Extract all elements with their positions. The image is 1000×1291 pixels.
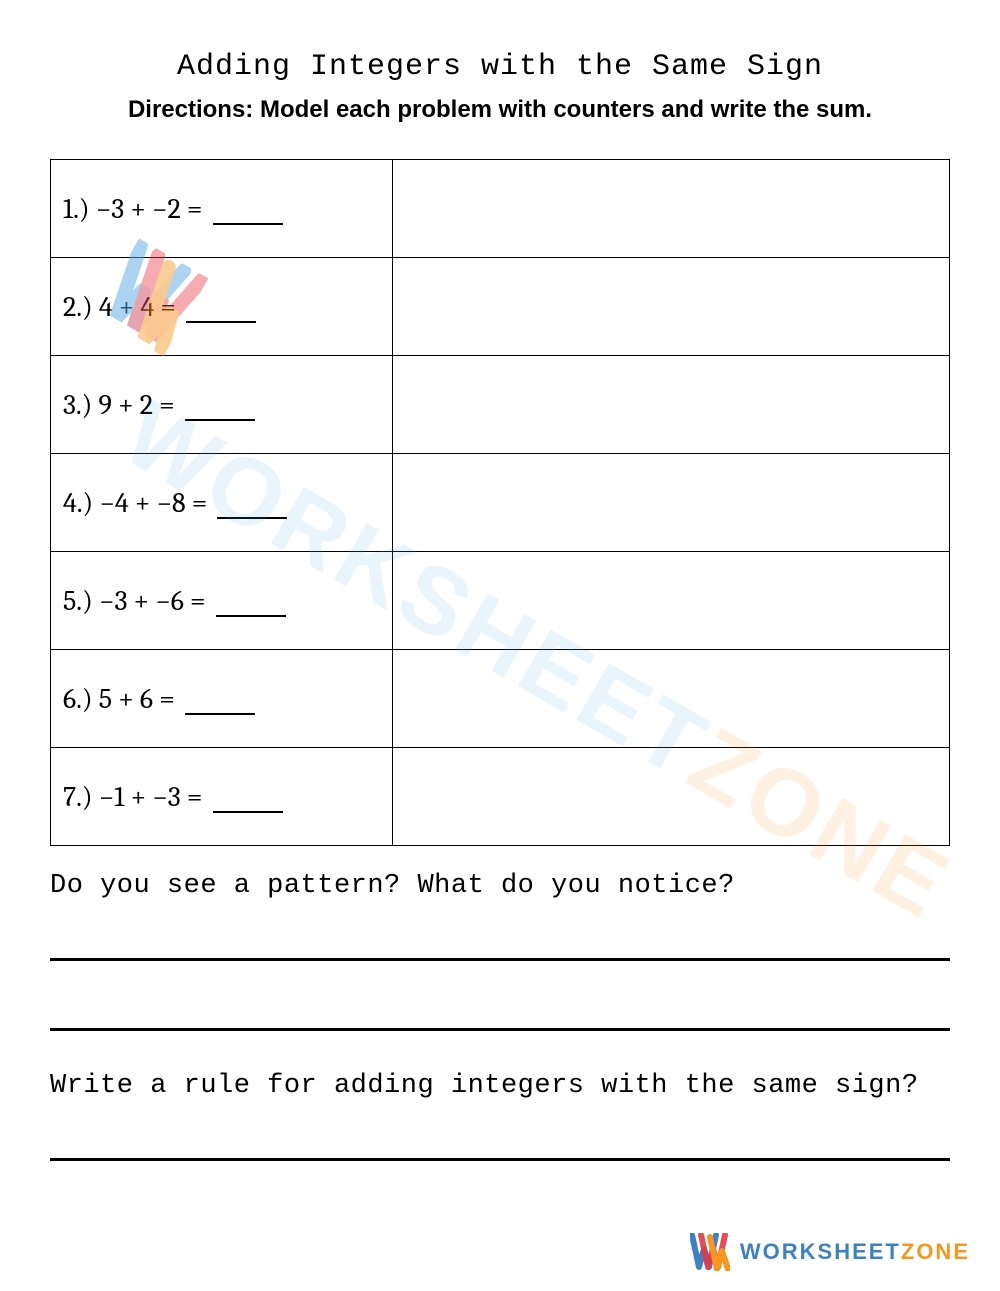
answer-blank[interactable] xyxy=(217,517,287,519)
table-row: 1.) −3 + −2 = xyxy=(51,160,950,258)
problem-expression: −3 + −2 = xyxy=(96,193,209,225)
table-row: 7.) −1 + −3 = xyxy=(51,748,950,846)
problem-expression: −3 + −6 = xyxy=(99,585,212,617)
model-cell[interactable] xyxy=(392,160,949,258)
footer-text-part1: WORKSHEET xyxy=(740,1239,901,1264)
problem-number: 3.) xyxy=(63,389,99,421)
problem-cell: 5.) −3 + −6 = xyxy=(51,552,393,650)
problem-cell: 7.) −1 + −3 = xyxy=(51,748,393,846)
problem-expression: −4 + −8 = xyxy=(99,487,213,519)
answer-line[interactable] xyxy=(50,1131,950,1161)
answer-blank[interactable] xyxy=(216,615,286,617)
problem-expression: 5 + 6 = xyxy=(99,683,181,715)
problem-cell: 3.) 9 + 2 = xyxy=(51,356,393,454)
problem-number: 7.) xyxy=(63,781,99,813)
answer-blank[interactable] xyxy=(213,223,283,225)
answer-blank[interactable] xyxy=(213,811,283,813)
problems-table: 1.) −3 + −2 = 2.) 4 + 4 = 3.) 9 + 2 = 4.… xyxy=(50,159,950,846)
model-cell[interactable] xyxy=(392,258,949,356)
problem-cell: 1.) −3 + −2 = xyxy=(51,160,393,258)
problem-cell: 6.) 5 + 6 = xyxy=(51,650,393,748)
answer-blank[interactable] xyxy=(185,419,255,421)
model-cell[interactable] xyxy=(392,552,949,650)
question-rule: Write a rule for adding integers with th… xyxy=(50,1071,950,1101)
model-cell[interactable] xyxy=(392,748,949,846)
footer-logo: WORKSHEETZONE xyxy=(690,1233,970,1271)
directions-text: Directions: Model each problem with coun… xyxy=(50,96,950,124)
footer-text: WORKSHEETZONE xyxy=(740,1239,970,1265)
problem-number: 4.) xyxy=(63,487,99,519)
problem-expression: −1 + −3 = xyxy=(99,781,209,813)
model-cell[interactable] xyxy=(392,454,949,552)
problem-cell: 2.) 4 + 4 = xyxy=(51,258,393,356)
table-row: 4.) −4 + −8 = xyxy=(51,454,950,552)
problem-number: 1.) xyxy=(63,193,96,225)
answer-line[interactable] xyxy=(50,931,950,961)
question-pattern: Do you see a pattern? What do you notice… xyxy=(50,871,950,901)
answer-blank[interactable] xyxy=(185,713,255,715)
worksheet-title: Adding Integers with the Same Sign xyxy=(50,50,950,84)
problem-cell: 4.) −4 + −8 = xyxy=(51,454,393,552)
page-content: Adding Integers with the Same Sign Direc… xyxy=(0,0,1000,1161)
problem-expression: 4 + 4 = xyxy=(99,291,182,323)
model-cell[interactable] xyxy=(392,650,949,748)
table-row: 3.) 9 + 2 = xyxy=(51,356,950,454)
model-cell[interactable] xyxy=(392,356,949,454)
footer-logo-icon xyxy=(690,1233,730,1271)
table-row: 5.) −3 + −6 = xyxy=(51,552,950,650)
problem-number: 5.) xyxy=(63,585,99,617)
table-row: 2.) 4 + 4 = xyxy=(51,258,950,356)
problem-expression: 9 + 2 = xyxy=(99,389,181,421)
problem-number: 6.) xyxy=(63,683,99,715)
problem-number: 2.) xyxy=(63,291,99,323)
footer-text-part2: ZONE xyxy=(901,1239,970,1264)
answer-line[interactable] xyxy=(50,1001,950,1031)
answer-blank[interactable] xyxy=(186,321,256,323)
table-row: 6.) 5 + 6 = xyxy=(51,650,950,748)
